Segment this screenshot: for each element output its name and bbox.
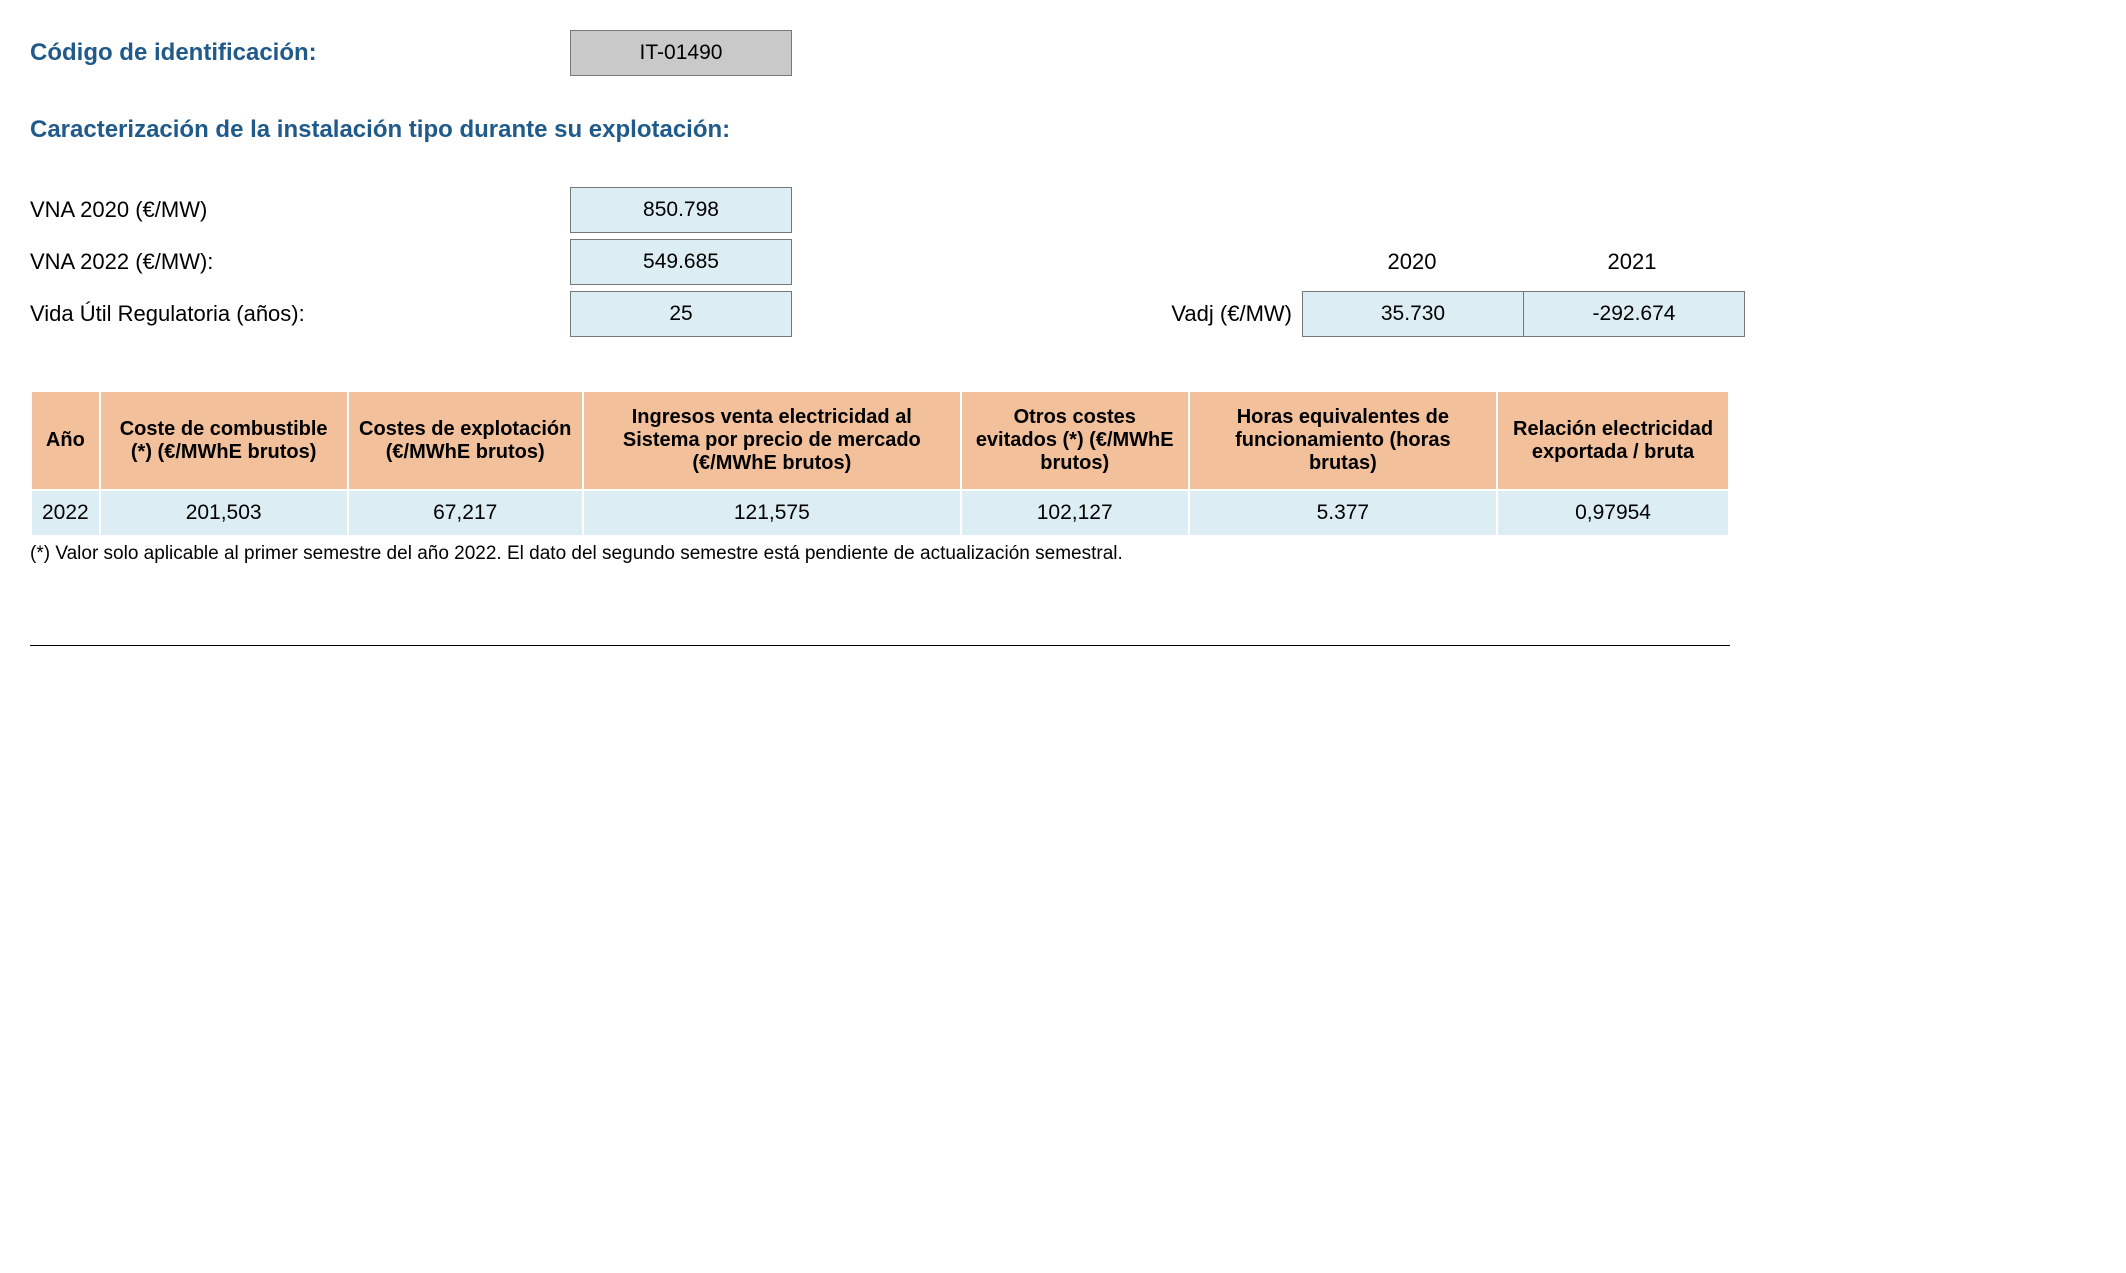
vna2022-value: 549.685	[570, 239, 792, 285]
vadj-year1: 2020	[1302, 249, 1522, 275]
id-value: IT-01490	[570, 30, 792, 76]
cell-otros: 102,127	[961, 490, 1189, 536]
main-table: Año Coste de combustible (*) (€/MWhE bru…	[30, 390, 1730, 537]
cell-horas: 5.377	[1189, 490, 1497, 536]
col-relacion: Relación electricidad exportada / bruta	[1497, 391, 1729, 490]
cell-relacion: 0,97954	[1497, 490, 1729, 536]
id-label: Código de identificación:	[30, 39, 570, 67]
vadj-values-row: Vadj (€/MW) 35.730 -292.674	[1132, 291, 1745, 337]
vna2020-row: VNA 2020 (€/MW) 850.798	[30, 184, 2096, 236]
cell-ingresos: 121,575	[583, 490, 961, 536]
vida-label: Vida Útil Regulatoria (años):	[30, 301, 570, 327]
col-combust: Coste de combustible (*) (€/MWhE brutos)	[100, 391, 348, 490]
vida-row: Vida Útil Regulatoria (años): 25 Vadj (€…	[30, 288, 2096, 340]
vadj-year2: 2021	[1522, 249, 1742, 275]
vna2022-row: VNA 2022 (€/MW): 549.685 2020 2021	[30, 236, 2096, 288]
col-ano: Año	[31, 391, 100, 490]
vadj-label: Vadj (€/MW)	[1132, 301, 1302, 327]
col-otros: Otros costes evitados (*) (€/MWhE brutos…	[961, 391, 1189, 490]
col-explot: Costes de explotación (€/MWhE brutos)	[348, 391, 583, 490]
cell-combust: 201,503	[100, 490, 348, 536]
table-row: 2022 201,503 67,217 121,575 102,127 5.37…	[31, 490, 1729, 536]
vadj-val1: 35.730	[1302, 291, 1524, 337]
id-row: Código de identificación: IT-01490	[30, 30, 2096, 76]
cell-ano: 2022	[31, 490, 100, 536]
vadj-year-headers: 2020 2021	[1132, 249, 1742, 275]
cell-explot: 67,217	[348, 490, 583, 536]
vida-value: 25	[570, 291, 792, 337]
table-header-row: Año Coste de combustible (*) (€/MWhE bru…	[31, 391, 1729, 490]
separator	[30, 645, 1730, 646]
vna2020-value: 850.798	[570, 187, 792, 233]
vna2020-label: VNA 2020 (€/MW)	[30, 197, 570, 223]
footnote: (*) Valor solo aplicable al primer semes…	[30, 543, 2096, 565]
vadj-val2: -292.674	[1523, 291, 1745, 337]
col-horas: Horas equivalentes de funcionamiento (ho…	[1189, 391, 1497, 490]
section-title: Caracterización de la instalación tipo d…	[30, 116, 2096, 144]
vna2022-label: VNA 2022 (€/MW):	[30, 249, 570, 275]
col-ingresos: Ingresos venta electricidad al Sistema p…	[583, 391, 961, 490]
params-block: VNA 2020 (€/MW) 850.798 VNA 2022 (€/MW):…	[30, 184, 2096, 340]
